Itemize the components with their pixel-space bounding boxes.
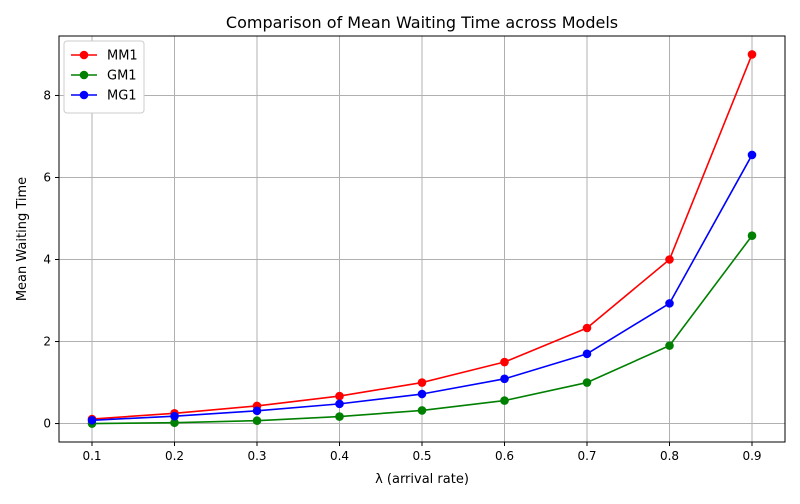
data-point-mg1	[500, 374, 509, 384]
legend-item-gm1: GM1	[71, 69, 137, 84]
data-point-mg1	[335, 399, 344, 409]
legend-marker-mg1	[79, 90, 89, 100]
y-axis: 0 2 4 6 8	[43, 88, 59, 431]
data-point-gm1	[417, 406, 427, 415]
x-tick-label: 0.4	[330, 449, 349, 463]
y-tick-label: 0	[43, 417, 51, 431]
grid	[59, 36, 785, 442]
x-tick-label: 0.1	[82, 449, 101, 463]
data-point-gm1	[500, 396, 509, 405]
data-point-mm1	[582, 323, 592, 333]
data-point-gm1	[252, 416, 262, 425]
legend-item-mm1: MM1	[71, 49, 138, 64]
data-point-gm1	[335, 412, 344, 421]
legend-label-gm1: GM1	[107, 69, 137, 84]
x-axis-label: λ (arrival rate)	[375, 472, 469, 487]
data-point-mm1	[747, 50, 757, 59]
y-axis-label: Mean Waiting Time	[15, 177, 30, 301]
data-point-mg1	[417, 389, 427, 399]
data-point-gm1	[582, 378, 592, 387]
legend: MM1 GM1 MG1	[63, 40, 145, 114]
data-point-mm1	[417, 378, 427, 387]
data-point-gm1	[170, 418, 179, 428]
legend-marker-gm1	[79, 70, 89, 80]
data-point-mg1	[87, 415, 97, 425]
legend-label-mg1: MG1	[107, 89, 137, 104]
x-tick-label: 0.3	[247, 449, 266, 463]
data-point-mg1	[582, 349, 592, 359]
x-axis: 0.1 0.2 0.3 0.4 0.5 0.6 0.7 0.8 0.9	[82, 442, 762, 463]
data-point-mm1	[665, 255, 674, 264]
data-point-mg1	[665, 299, 674, 308]
x-tick-label: 0.6	[495, 449, 514, 463]
data-point-mg1	[747, 150, 757, 160]
x-tick-label: 0.2	[165, 449, 184, 463]
legend-label-mm1: MM1	[107, 49, 138, 64]
data-point-mg1	[252, 406, 262, 416]
y-tick-label: 6	[43, 170, 51, 184]
series-gm1	[87, 231, 757, 428]
data-point-gm1	[747, 231, 757, 241]
series-group	[87, 50, 757, 428]
series-mg1	[87, 150, 757, 425]
data-point-mm1	[335, 391, 344, 401]
y-tick-label: 8	[43, 88, 51, 102]
y-tick-label: 4	[43, 253, 51, 267]
legend-item-mg1: MG1	[71, 89, 137, 104]
data-point-mm1	[500, 357, 509, 367]
x-tick-label: 0.5	[412, 449, 431, 463]
chart-title: Comparison of Mean Waiting Time across M…	[226, 13, 618, 32]
data-point-gm1	[665, 341, 674, 350]
x-tick-label: 0.8	[660, 449, 679, 463]
x-tick-label: 0.7	[577, 449, 596, 463]
x-tick-label: 0.9	[742, 449, 761, 463]
data-point-mg1	[170, 411, 179, 421]
y-tick-label: 2	[43, 335, 51, 349]
legend-marker-mm1	[79, 50, 89, 60]
